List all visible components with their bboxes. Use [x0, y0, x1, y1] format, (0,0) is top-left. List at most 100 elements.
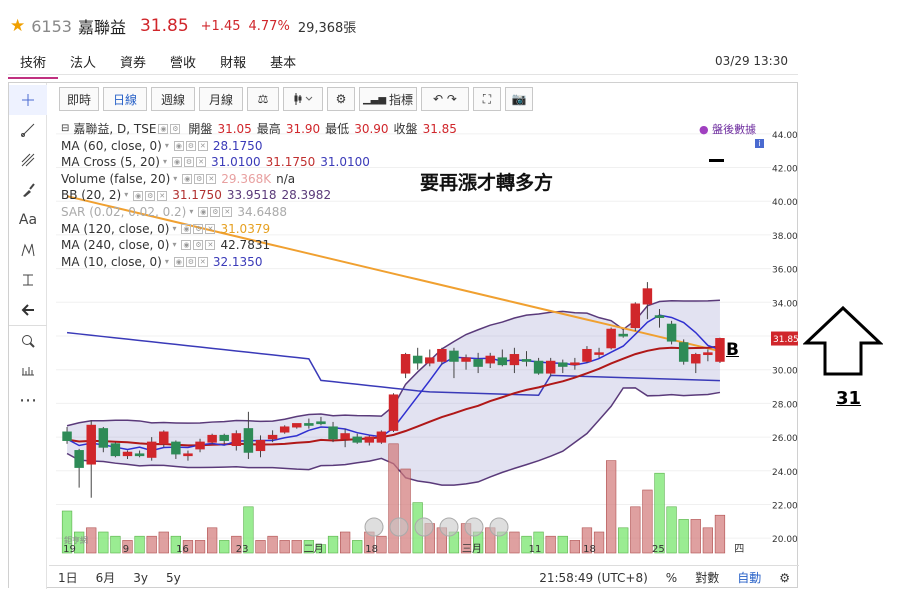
eye-icon[interactable]: ◉	[173, 140, 184, 151]
eye-icon[interactable]: ◉	[158, 124, 169, 135]
settings-icon[interactable]: ⚙	[185, 257, 196, 268]
dropdown-icon[interactable]: ▾	[164, 256, 169, 266]
eye-icon[interactable]: ◉	[172, 157, 182, 168]
crosshair-icon[interactable]	[9, 85, 47, 115]
indicators-button[interactable]: ▁▃▅ 指標	[359, 87, 417, 111]
undo-redo-icon[interactable]: ↶ ↷	[421, 87, 469, 111]
indicator-row[interactable]: MA (60, close, 0) ▾ ◉ ⚙ ✕ 28.1750	[61, 138, 457, 155]
indicator-row[interactable]: Volume (false, 20) ▾ ◉ ⚙ ✕ 29.368K n/a	[61, 171, 457, 188]
text-tool-icon[interactable]: Aa	[18, 212, 38, 228]
interval-weekly-button[interactable]: 週線	[151, 87, 195, 111]
dropdown-icon[interactable]: ▾	[189, 206, 194, 216]
volume-bar	[630, 506, 641, 554]
candle-body	[171, 441, 181, 455]
ma120-line	[66, 195, 721, 353]
close-icon[interactable]: ✕	[205, 223, 216, 234]
volume-bar	[158, 531, 169, 554]
close-icon[interactable]: ✕	[196, 157, 206, 168]
settings-icon[interactable]: ⚙	[193, 240, 204, 251]
eye-icon[interactable]: ◉	[181, 240, 192, 251]
after-hours-link[interactable]: ● 盤後數據	[699, 121, 756, 137]
tab-basic[interactable]: 基本	[270, 56, 297, 71]
dropdown-icon[interactable]: ▾	[164, 140, 169, 150]
bottom-settings-icon[interactable]: ⚙	[779, 570, 790, 585]
range-1d-button[interactable]: 1日	[58, 571, 78, 585]
indicator-name: MA Cross (5, 20)	[61, 155, 160, 170]
close-icon[interactable]: ✕	[222, 207, 233, 218]
close-icon[interactable]: ✕	[206, 174, 217, 185]
compare-scale-icon[interactable]: ⚖	[247, 87, 279, 111]
settings-icon[interactable]: ⚙	[185, 140, 196, 151]
settings-gear-icon[interactable]: ⚙	[327, 87, 355, 111]
indicator-value: 33.9518	[226, 188, 277, 203]
dropdown-icon[interactable]: ▾	[172, 240, 177, 250]
range-3y-button[interactable]: 3y	[133, 570, 149, 585]
interval-monthly-button[interactable]: 月線	[199, 87, 243, 111]
settings-icon[interactable]: ⚙	[193, 223, 204, 234]
pattern-icon[interactable]	[9, 235, 47, 265]
settings-icon[interactable]: ⚙	[210, 207, 221, 218]
zoom-icon[interactable]	[9, 325, 47, 355]
eye-icon[interactable]: ◉	[173, 257, 184, 268]
back-arrow-icon[interactable]	[9, 295, 47, 325]
volume-bar	[605, 460, 617, 554]
dropdown-icon[interactable]: ▾	[162, 157, 167, 167]
indicator-row[interactable]: MA (10, close, 0) ▾ ◉ ⚙ ✕ 32.1350	[61, 254, 457, 271]
info-icon[interactable]: i	[755, 139, 764, 148]
tab-institutional[interactable]: 法人	[70, 56, 97, 71]
range-5y-button[interactable]: 5y	[166, 570, 181, 585]
camera-icon[interactable]: 📷	[505, 87, 533, 111]
volume-bar	[219, 540, 230, 554]
low-value: 30.90	[354, 122, 389, 136]
indicator-row[interactable]: MA (120, close, 0) ▾ ◉ ⚙ ✕ 31.0379	[61, 221, 457, 238]
dropdown-icon[interactable]: ▾	[172, 223, 177, 233]
candle-body	[473, 359, 483, 367]
x-axis-label: 16	[176, 544, 189, 555]
range-6m-button[interactable]: 6月	[95, 571, 116, 585]
tab-financials[interactable]: 財報	[220, 56, 247, 71]
interval-intraday-button[interactable]: 即時	[59, 87, 99, 111]
interval-daily-button[interactable]: 日線	[103, 87, 147, 111]
trendline-icon[interactable]	[9, 115, 47, 145]
close-icon[interactable]: ✕	[157, 190, 168, 201]
chart-style-icon[interactable]	[283, 87, 323, 111]
volume-bar	[207, 527, 218, 554]
bollinger-band-fill	[67, 300, 720, 486]
indicator-row[interactable]: BB (20, 2) ▾ ◉ ⚙ ✕ 31.1750 33.9518 28.3982	[61, 187, 457, 204]
tab-revenue[interactable]: 營收	[170, 56, 197, 71]
collapse-icon[interactable]: ⊟	[61, 123, 70, 134]
eye-icon[interactable]: ◉	[198, 207, 209, 218]
ruler-icon[interactable]	[9, 355, 47, 385]
price-chart[interactable]: 19 9 16 23 二月 18 三月 11 18 25 四 鉅亨網	[56, 117, 771, 555]
indicator-row[interactable]: MA (240, close, 0) ▾ ◉ ⚙ ✕ 42.7831	[61, 237, 457, 254]
settings-icon[interactable]: ⚙	[184, 157, 194, 168]
settings-icon[interactable]: ⚙	[194, 174, 205, 185]
close-icon[interactable]: ✕	[205, 240, 216, 251]
settings-icon[interactable]: ⚙	[170, 124, 181, 135]
eye-icon[interactable]: ◉	[182, 174, 193, 185]
auto-scale-button[interactable]: 自動	[737, 571, 762, 585]
dropdown-icon[interactable]: ▾	[173, 173, 178, 183]
brush-icon[interactable]	[9, 175, 47, 205]
tab-technical[interactable]: 技術	[8, 50, 59, 79]
favorite-star-icon[interactable]: ★	[10, 16, 26, 36]
close-icon[interactable]: ✕	[197, 140, 208, 151]
fullscreen-icon[interactable]: ⛶	[473, 87, 501, 111]
price-axis-label: 26.00	[772, 434, 798, 444]
percent-scale-button[interactable]: %	[665, 570, 678, 585]
indicator-row[interactable]: SAR (0.02, 0.02, 0.2) ▾ ◉ ⚙ ✕ 34.6488	[61, 204, 457, 221]
close-icon[interactable]: ✕	[197, 257, 208, 268]
eye-icon[interactable]: ◉	[133, 190, 144, 201]
eye-icon[interactable]: ◉	[181, 223, 192, 234]
stock-price: 31.85	[139, 16, 189, 36]
measure-icon[interactable]	[9, 265, 47, 295]
dropdown-icon[interactable]: ▾	[124, 190, 129, 200]
settings-icon[interactable]: ⚙	[145, 190, 156, 201]
indicator-row[interactable]: MA Cross (5, 20) ▾ ◉ ⚙ ✕ 31.0100 31.1750 31.010…	[61, 154, 457, 171]
fib-icon[interactable]	[9, 145, 47, 175]
indicator-name: BB (20, 2)	[61, 188, 122, 203]
indicator-rows: MA (60, close, 0) ▾ ◉ ⚙ ✕ 28.1750 MA Cross (5,…	[61, 138, 457, 271]
log-scale-button[interactable]: 對數	[695, 571, 720, 585]
more-icon[interactable]: ⋯	[19, 389, 37, 411]
tab-margin[interactable]: 資券	[120, 56, 147, 71]
